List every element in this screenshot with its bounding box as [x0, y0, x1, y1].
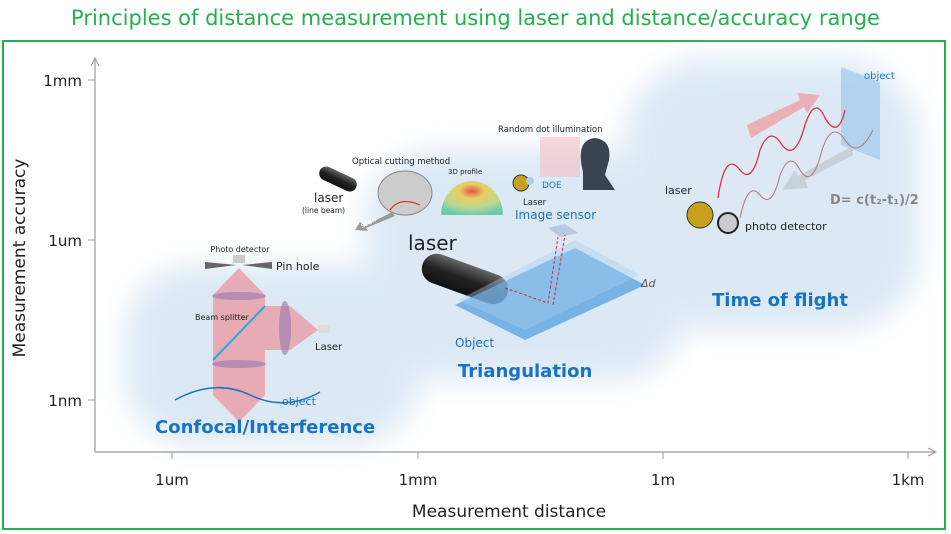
emitted-wave-icon	[717, 107, 846, 199]
laser-beam-icon	[504, 234, 566, 306]
image-sensor-icon	[548, 224, 578, 237]
pin-hole-label: Pin hole	[276, 260, 320, 273]
line-laser-icon	[319, 166, 357, 192]
x-tick-1m: 1m	[651, 471, 675, 489]
tof-photo-detector-label: photo detector	[745, 220, 827, 233]
tof-formula: D= c(t₂-t₁)/2	[830, 193, 919, 208]
profile-label: 3D profile	[448, 168, 482, 176]
object-plane-icon	[455, 248, 645, 340]
delta-d-label: Δd	[640, 277, 657, 290]
confocal-laser-label: Laser	[315, 342, 343, 353]
y-axis-label: Measurement accuracy	[10, 159, 30, 358]
line-laser-body	[319, 166, 357, 192]
doe-icon	[526, 177, 534, 185]
outgoing-arrow-icon	[747, 93, 820, 138]
laser-line-icon	[389, 200, 421, 211]
random-dot-label: Random dot illumination	[498, 125, 603, 135]
y-tick-1mm: 1mm	[43, 72, 82, 90]
triangulation-object-label: Object	[455, 336, 494, 350]
lens-icon	[279, 301, 291, 355]
tof-laser-icon	[686, 201, 714, 229]
y-tick-1nm: 1nm	[48, 392, 82, 410]
confocal-object-label: object	[282, 395, 317, 408]
target-object-icon	[841, 67, 880, 160]
return-arrow-icon	[782, 146, 853, 190]
beam-splitter-label: Beam splitter	[195, 313, 250, 322]
laser-diode-icon	[318, 325, 330, 333]
scanned-object-icon	[377, 170, 433, 216]
x-tick-1um: 1um	[155, 471, 189, 489]
x-axis-label: Measurement distance	[412, 502, 606, 522]
reflected-wave-icon	[739, 129, 874, 219]
triangulation-laser-label: laser	[408, 231, 458, 255]
image-sensor-label: Image sensor	[515, 208, 596, 222]
beam-splitter-icon	[212, 305, 266, 361]
tof-illustration: object D= c(t₂-t₁)/2 laser photo detecto…	[665, 67, 919, 311]
beam-icon	[213, 268, 318, 422]
confocal-method-label: Confocal/Interference	[155, 417, 375, 438]
dot-pattern-icon	[540, 137, 580, 177]
scan-arrow-icon	[355, 212, 395, 231]
doe-label: DOE	[542, 181, 562, 191]
diagram-frame	[2, 40, 946, 530]
triangulation-method-label: Triangulation	[458, 361, 592, 382]
object-surface-icon	[174, 386, 321, 404]
head-icon	[580, 138, 615, 190]
y-tick-1um: 1um	[48, 232, 82, 250]
confocal-range	[125, 265, 420, 445]
photo-detector-icon	[233, 255, 245, 263]
diagram-title: Principles of distance measurement using…	[71, 6, 880, 30]
x-tick-1mm: 1mm	[399, 471, 438, 489]
y-axis-arrow-icon	[90, 56, 100, 67]
line-laser-label: laser	[314, 191, 343, 205]
tof-object-label: object	[864, 71, 895, 82]
x-tick-1km: 1km	[892, 471, 925, 489]
tof-laser-label: laser	[665, 184, 692, 197]
line-beam-label: (line beam)	[302, 206, 345, 215]
optical-cutting-label: Optical cutting method	[352, 157, 450, 167]
lens-icon	[212, 360, 266, 368]
photo-detector-label: Photo detector	[210, 245, 270, 254]
confocal-illustration: Photo detector Pin hole Beam splitter La…	[155, 245, 375, 438]
photo-detector-icon	[717, 212, 739, 234]
x-axis-arrow-icon	[927, 447, 938, 457]
dot-laser-label: Laser	[523, 198, 547, 208]
tof-method-label: Time of flight	[712, 290, 848, 311]
triangulation-illustration: Optical cutting method laser (line beam)…	[302, 125, 657, 382]
axes: 1mm 1um 1nm 1um 1mm 1m 1km Measurement d…	[10, 56, 938, 522]
reference-plane-icon	[458, 240, 640, 330]
pin-hole-icon	[205, 262, 272, 269]
lens-icon	[212, 292, 266, 300]
3d-profile-icon	[441, 181, 503, 215]
tick-marks	[88, 79, 909, 459]
